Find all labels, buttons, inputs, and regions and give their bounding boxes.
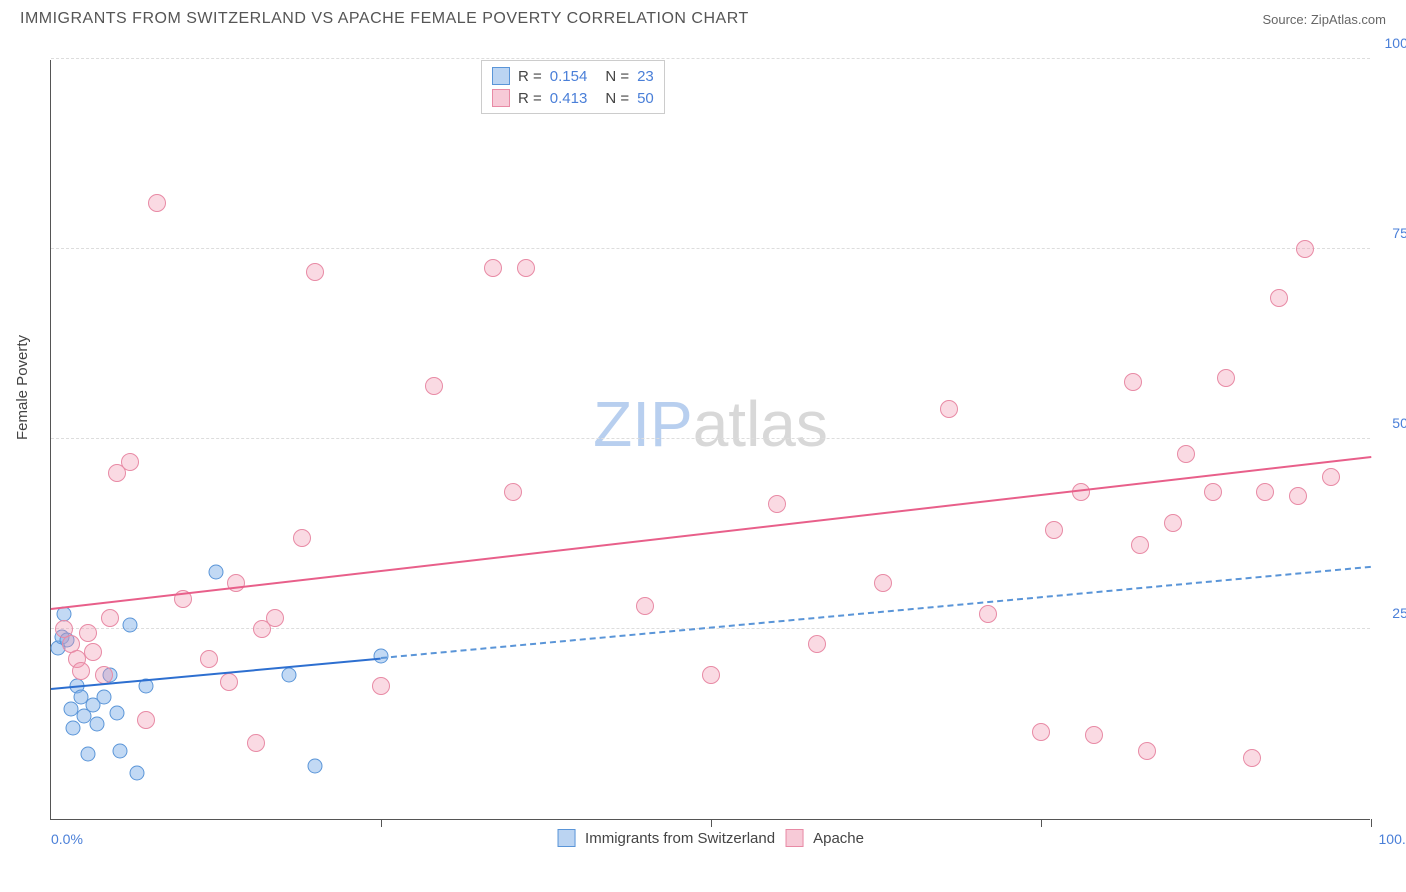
data-point (84, 643, 102, 661)
data-point (940, 400, 958, 418)
scatter-chart: ZIPatlas R =0.154N =23R =0.413N =50 0.0%… (50, 60, 1370, 820)
data-point (517, 259, 535, 277)
data-point (90, 717, 105, 732)
grid-line (51, 58, 1370, 59)
legend-row: R =0.154N =23 (492, 65, 654, 87)
data-point (121, 453, 139, 471)
watermark: ZIPatlas (593, 387, 828, 461)
data-point (110, 705, 125, 720)
data-point (1296, 240, 1314, 258)
data-point (636, 597, 654, 615)
y-tick-label: 25.0% (1392, 605, 1406, 621)
data-point (101, 609, 119, 627)
data-point (1256, 483, 1274, 501)
data-point (66, 720, 81, 735)
data-point (80, 747, 95, 762)
data-point (1164, 514, 1182, 532)
data-point (1032, 723, 1050, 741)
data-point (266, 609, 284, 627)
data-point (1131, 536, 1149, 554)
data-point (1289, 487, 1307, 505)
data-point (209, 565, 224, 580)
grid-line (51, 248, 1370, 249)
data-point (1243, 749, 1261, 767)
data-point (1204, 483, 1222, 501)
data-point (1322, 468, 1340, 486)
y-axis-label: Female Poverty (14, 335, 31, 440)
grid-line (51, 438, 1370, 439)
data-point (1124, 373, 1142, 391)
data-point (79, 624, 97, 642)
legend-swatch (492, 89, 510, 107)
data-point (200, 650, 218, 668)
source-label: Source: ZipAtlas.com (1262, 12, 1386, 27)
data-point (1085, 726, 1103, 744)
legend-label: Apache (813, 830, 864, 847)
data-point (874, 574, 892, 592)
y-tick-label: 75.0% (1392, 225, 1406, 241)
data-point (95, 666, 113, 684)
data-point (1270, 289, 1288, 307)
data-point (1177, 445, 1195, 463)
data-point (1217, 369, 1235, 387)
chart-title: IMMIGRANTS FROM SWITZERLAND VS APACHE FE… (20, 10, 749, 28)
data-point (293, 529, 311, 547)
data-point (808, 635, 826, 653)
x-axis-min-label: 0.0% (51, 831, 83, 847)
y-tick-label: 50.0% (1392, 415, 1406, 431)
x-tick (381, 819, 382, 827)
data-point (220, 673, 238, 691)
data-point (96, 690, 111, 705)
data-point (112, 743, 127, 758)
data-point (306, 263, 324, 281)
legend-swatch (557, 829, 575, 847)
data-point (1138, 742, 1156, 760)
series-legend: Immigrants from Switzerland Apache (557, 829, 864, 847)
y-tick-label: 100.0% (1385, 35, 1406, 51)
legend-swatch (785, 829, 803, 847)
data-point (129, 766, 144, 781)
data-point (425, 377, 443, 395)
data-point (227, 574, 245, 592)
correlation-legend: R =0.154N =23R =0.413N =50 (481, 60, 665, 114)
x-tick (1371, 819, 1372, 827)
legend-row: R =0.413N =50 (492, 87, 654, 109)
data-point (768, 495, 786, 513)
data-point (72, 662, 90, 680)
header: IMMIGRANTS FROM SWITZERLAND VS APACHE FE… (0, 0, 1406, 34)
data-point (281, 667, 296, 682)
data-point (247, 734, 265, 752)
legend-swatch (492, 67, 510, 85)
data-point (372, 677, 390, 695)
data-point (308, 758, 323, 773)
x-tick (1041, 819, 1042, 827)
x-tick (711, 819, 712, 827)
x-axis-max-label: 100.0% (1379, 831, 1406, 847)
data-point (504, 483, 522, 501)
data-point (702, 666, 720, 684)
data-point (1045, 521, 1063, 539)
data-point (148, 194, 166, 212)
data-point (137, 711, 155, 729)
data-point (979, 605, 997, 623)
legend-label: Immigrants from Switzerland (585, 830, 775, 847)
data-point (484, 259, 502, 277)
trend-line (51, 456, 1371, 610)
data-point (123, 618, 138, 633)
